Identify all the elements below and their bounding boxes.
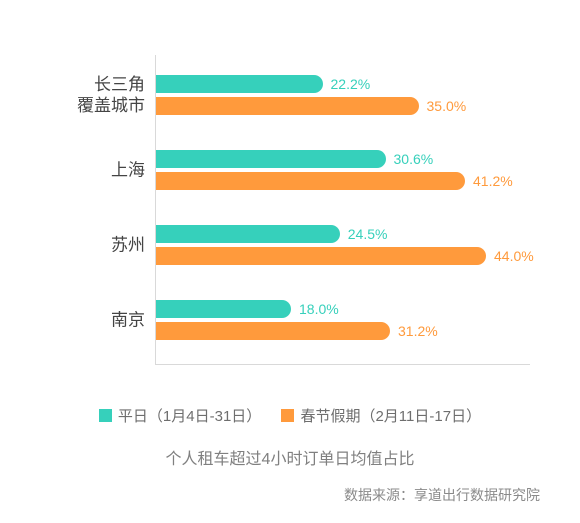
bar-holiday: 35.0% [156, 97, 419, 115]
bar-holiday: 41.2% [156, 172, 465, 190]
category-label: 苏州 [50, 234, 145, 255]
chart-subtitle: 个人租车超过4小时订单日均值占比 [0, 445, 580, 469]
bar-weekday: 18.0% [156, 300, 291, 318]
bar-holiday: 44.0% [156, 247, 486, 265]
bar-group: 上海 30.6% 41.2% [50, 140, 530, 200]
legend-swatch [281, 409, 294, 422]
bar-value: 22.2% [323, 75, 371, 93]
category-label: 南京 [50, 309, 145, 330]
bar-group: 长三角 覆盖城市 22.2% 35.0% [50, 65, 530, 125]
legend-item-weekday: 平日（1月4日-31日） [99, 405, 261, 426]
bar-group: 苏州 24.5% 44.0% [50, 215, 530, 275]
category-label: 上海 [50, 159, 145, 180]
legend-label: 春节假期（2月11日-17日） [300, 408, 481, 425]
bar-value: 31.2% [390, 322, 438, 340]
data-source: 数据来源：享道出行数据研究院 [344, 485, 540, 505]
bar-value: 24.5% [340, 225, 388, 243]
bar-weekday: 22.2% [156, 75, 323, 93]
bar-holiday: 31.2% [156, 322, 390, 340]
bar-weekday: 30.6% [156, 150, 386, 168]
bar-group: 南京 18.0% 31.2% [50, 290, 530, 350]
legend-item-holiday: 春节假期（2月11日-17日） [281, 405, 481, 426]
bar-value: 18.0% [291, 300, 339, 318]
bar-value: 30.6% [386, 150, 434, 168]
bar-weekday: 24.5% [156, 225, 340, 243]
chart-plot: 长三角 覆盖城市 22.2% 35.0% 上海 30.6% 41.2% 苏州 2… [50, 55, 530, 365]
bar-value: 44.0% [486, 247, 534, 265]
bar-value: 35.0% [419, 97, 467, 115]
x-axis-line [155, 364, 530, 365]
legend-swatch [99, 409, 112, 422]
legend-label: 平日（1月4日-31日） [118, 408, 261, 425]
category-label: 长三角 覆盖城市 [50, 74, 145, 117]
bar-value: 41.2% [465, 172, 513, 190]
legend: 平日（1月4日-31日） 春节假期（2月11日-17日） [0, 405, 580, 426]
